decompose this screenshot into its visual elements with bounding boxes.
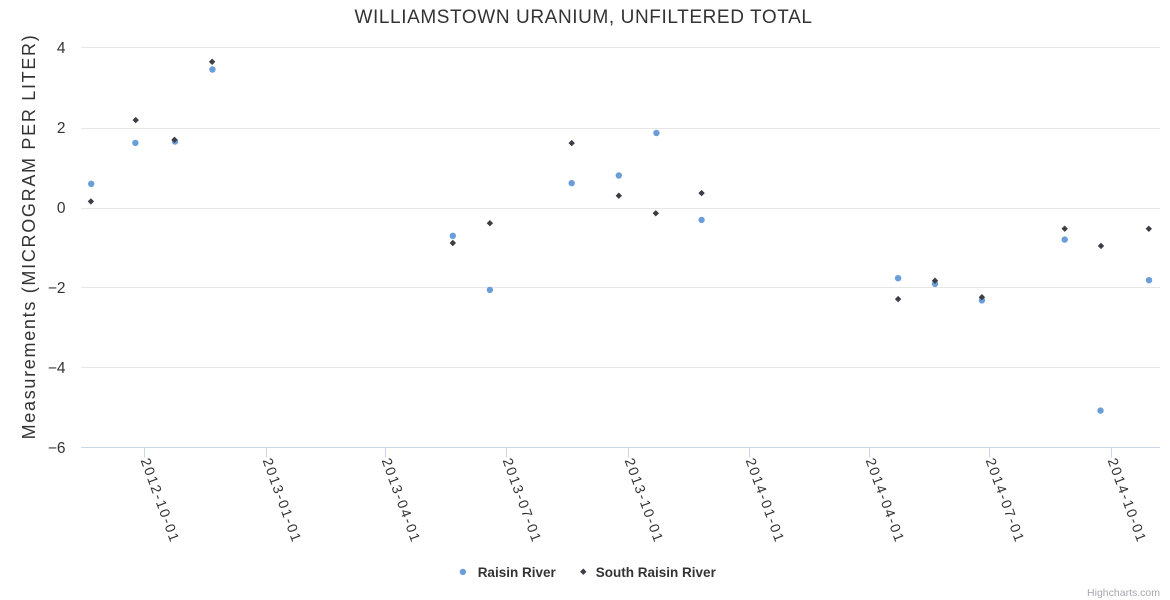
svg-text:Raisin River: Raisin River — [478, 565, 557, 580]
svg-text:2013-04-01: 2013-04-01 — [379, 456, 425, 545]
svg-text:South Raisin River: South Raisin River — [596, 565, 717, 580]
svg-text:−4: −4 — [48, 360, 66, 377]
svg-text:2014-10-01: 2014-10-01 — [1105, 456, 1151, 545]
svg-text:2012-10-01: 2012-10-01 — [138, 456, 184, 545]
svg-text:4: 4 — [57, 40, 66, 57]
svg-text:Measurements (MICROGRAM PER LI: Measurements (MICROGRAM PER LITER) — [19, 34, 39, 440]
svg-text:WILLIAMSTOWN URANIUM, UNFILTER: WILLIAMSTOWN URANIUM, UNFILTERED TOTAL — [354, 7, 812, 28]
svg-text:2014-07-01: 2014-07-01 — [983, 456, 1029, 545]
svg-text:2013-07-01: 2013-07-01 — [500, 456, 546, 545]
svg-text:2: 2 — [57, 120, 66, 137]
svg-text:2013-01-01: 2013-01-01 — [260, 456, 306, 545]
svg-text:−6: −6 — [48, 440, 66, 457]
svg-text:2014-04-01: 2014-04-01 — [863, 456, 909, 545]
svg-text:Highcharts.com: Highcharts.com — [1087, 587, 1160, 599]
svg-text:2013-10-01: 2013-10-01 — [622, 456, 668, 545]
svg-text:−2: −2 — [48, 280, 66, 297]
svg-text:0: 0 — [57, 200, 66, 217]
svg-text:2014-01-01: 2014-01-01 — [743, 456, 789, 545]
